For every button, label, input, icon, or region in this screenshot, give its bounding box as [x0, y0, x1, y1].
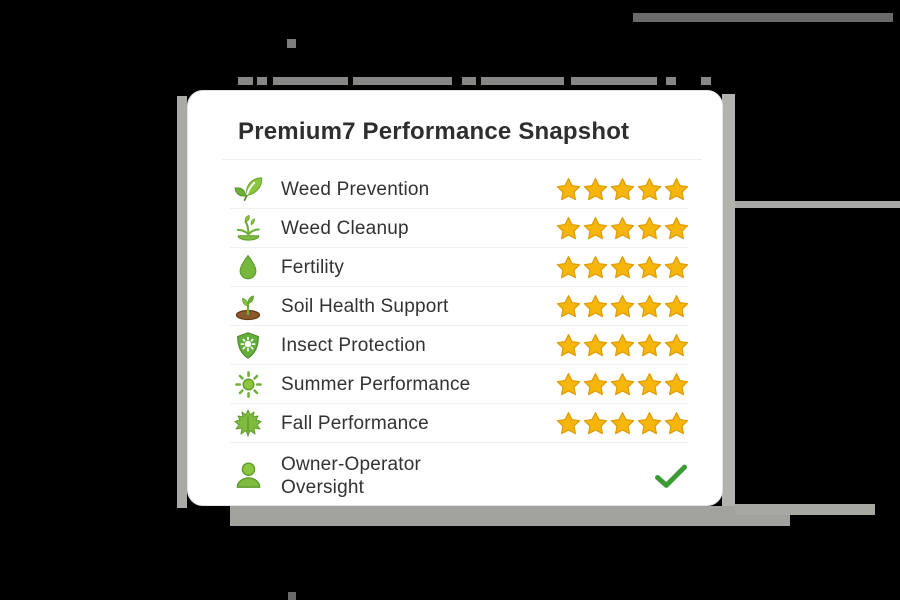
feature-list: Weed Prevention Weed Cleanup: [188, 166, 722, 509]
star-icon: [583, 216, 608, 239]
star-icon: [556, 216, 581, 239]
maple-leaf-icon: [230, 407, 266, 439]
star-rating: [556, 333, 689, 358]
feature-label: Fall Performance: [281, 412, 429, 434]
card-bottom-shadow: [230, 506, 790, 526]
leaves-icon: [230, 174, 266, 205]
star-icon: [610, 372, 635, 395]
star-icon: [637, 411, 662, 434]
gray-bar-artifact: [633, 13, 893, 22]
feature-label: Insect Protection: [281, 334, 426, 356]
star-icon: [610, 294, 635, 317]
star-icon: [583, 411, 608, 434]
star-icon: [583, 294, 608, 317]
gray-square-artifact: [287, 39, 296, 48]
feature-label: Weed Prevention: [281, 178, 430, 200]
feature-label: Owner-Operator Oversight: [281, 454, 422, 498]
feature-row-summer-performance: Summer Performance: [230, 365, 689, 404]
star-icon: [583, 333, 608, 356]
star-icon: [637, 177, 662, 200]
star-rating: [556, 177, 689, 202]
star-icon: [610, 177, 635, 200]
shield-bug-icon: [230, 330, 266, 361]
star-icon: [583, 372, 608, 395]
gray-tick-artifact: [288, 592, 296, 600]
person-icon: [230, 459, 266, 493]
feature-row-owner-operator: Owner-Operator Oversight: [230, 443, 689, 509]
star-icon: [637, 216, 662, 239]
star-icon: [556, 333, 581, 356]
droplet-icon: [230, 252, 266, 282]
feature-row-soil-health: Soil Health Support: [230, 287, 689, 326]
feature-row-insect-protection: Insect Protection: [230, 326, 689, 365]
feature-row-weed-prevention: Weed Prevention: [230, 170, 689, 209]
star-rating: [556, 411, 689, 436]
star-icon: [583, 177, 608, 200]
card-right-shadow: [722, 94, 735, 506]
star-icon: [664, 294, 689, 317]
star-icon: [556, 294, 581, 317]
star-icon: [556, 177, 581, 200]
star-icon: [637, 255, 662, 278]
star-icon: [664, 216, 689, 239]
star-rating: [556, 216, 689, 241]
feature-label: Weed Cleanup: [281, 217, 409, 239]
sun-icon: [230, 369, 266, 400]
star-icon: [556, 255, 581, 278]
card-bottom-shadow-right: [735, 504, 875, 515]
soil-sprout-icon: [230, 290, 266, 322]
star-icon: [637, 333, 662, 356]
card-title: Premium7 Performance Snapshot: [238, 118, 630, 145]
feature-row-fall-performance: Fall Performance: [230, 404, 689, 443]
star-icon: [664, 372, 689, 395]
check-icon: [653, 463, 689, 490]
star-icon: [664, 333, 689, 356]
star-rating: [556, 255, 689, 280]
star-rating: [556, 294, 689, 319]
feature-row-weed-cleanup: Weed Cleanup: [230, 209, 689, 248]
star-icon: [610, 216, 635, 239]
feature-label: Fertility: [281, 256, 345, 278]
star-icon: [664, 411, 689, 434]
star-icon: [556, 372, 581, 395]
performance-snapshot-card: Premium7 Performance Snapshot Weed Preve…: [187, 90, 723, 506]
star-icon: [583, 255, 608, 278]
star-icon: [610, 411, 635, 434]
star-icon: [610, 333, 635, 356]
star-rating: [556, 372, 689, 397]
feature-label: Soil Health Support: [281, 295, 449, 317]
star-icon: [637, 372, 662, 395]
star-icon: [610, 255, 635, 278]
star-icon: [637, 294, 662, 317]
feature-row-fertility: Fertility: [230, 248, 689, 287]
star-icon: [664, 177, 689, 200]
star-icon: [556, 411, 581, 434]
title-divider: [222, 159, 702, 160]
star-icon: [664, 255, 689, 278]
card-left-shadow: [177, 96, 187, 508]
feature-label: Summer Performance: [281, 373, 471, 395]
gray-line-artifact: [735, 201, 900, 208]
weed-sprout-icon: [230, 213, 266, 244]
